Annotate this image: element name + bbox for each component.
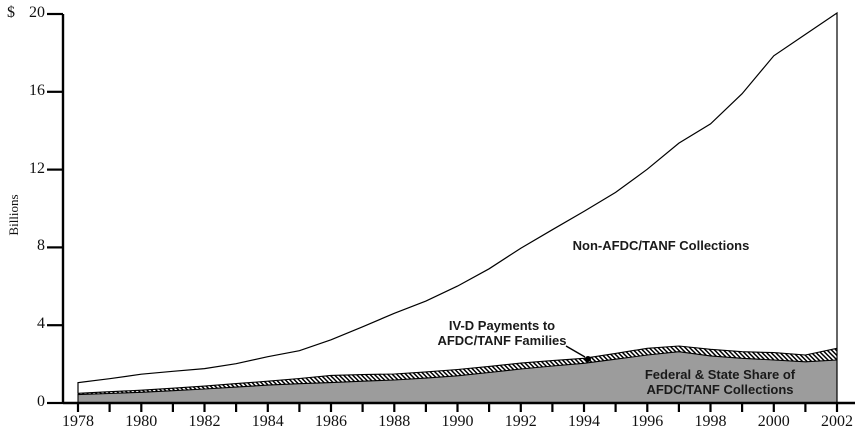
annotation-ivd-line2: AFDC/TANF Families [437,333,567,348]
annotation-ivd-payments: IV-D Payments to AFDC/TANF Families [407,318,597,348]
line-afdc-total [77,345,838,394]
x-tick-label: 1982 [188,413,221,430]
y-tick-label: 12 [29,159,45,177]
x-tick-label: 1986 [315,413,347,430]
ivd-callout-arrow [565,345,591,362]
stacked-areas [77,11,838,403]
x-tick-label: 1998 [694,413,727,430]
line-share-top [77,351,838,396]
ivd-callout-dot [585,356,591,362]
annotation-federal-state-share: Federal & State Share of AFDC/TANF Colle… [610,367,830,397]
band-ivd-payments [78,346,837,395]
x-tick-label: 1978 [62,413,94,430]
annotation-non-afdc-collections: Non-AFDC/TANF Collections [572,238,750,253]
annotation-ivd-line1: IV-D Payments to [448,318,556,333]
currency-prefix-label: $ [7,4,15,21]
x-tick-label: 1988 [378,413,411,430]
x-tick-label: 1980 [125,413,158,430]
annotation-fed-line1: Federal & State Share of [644,367,796,382]
y-tick-label: 8 [37,237,45,255]
axes [47,12,855,412]
y-tick-label: 20 [29,4,45,21]
x-tick-label: 1990 [441,413,474,430]
x-tick-label: 1984 [251,413,284,430]
annotation-fed-line2: AFDC/TANF Collections [646,382,794,397]
x-tick-label: 1996 [631,413,664,430]
x-tick-label: 2000 [757,413,790,430]
y-tick-label: 16 [29,81,45,99]
line-total-collections [77,11,838,403]
x-tick-label: 1994 [568,413,600,430]
x-tick-label: 1992 [504,413,537,430]
ivd-callout-line [565,345,586,358]
band-federal-state-share [78,351,837,403]
x-tick-label: 2002 [821,413,853,430]
y-tick-label: 4 [37,315,45,333]
band-non-afdc [78,13,837,394]
y-tick-label: 0 [37,393,45,410]
